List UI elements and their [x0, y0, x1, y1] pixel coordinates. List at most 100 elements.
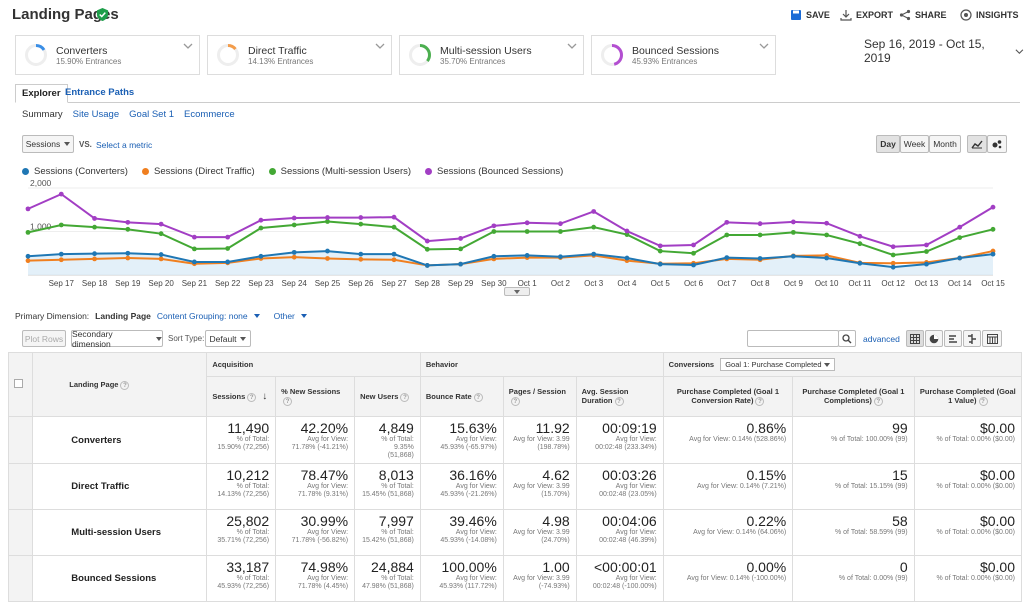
chart-collapse-handle[interactable]: [504, 287, 530, 296]
insights-button[interactable]: INSIGHTS: [960, 9, 1019, 21]
chevron-down-icon[interactable]: [567, 42, 577, 50]
table-row[interactable]: Bounced Sessions 33,187% of Total: 45.93% …: [7, 555, 1023, 602]
data-point[interactable]: [458, 246, 463, 252]
secondary-dimension-select[interactable]: Secondary dimension: [71, 329, 163, 349]
data-point[interactable]: [92, 251, 97, 257]
table-search-input[interactable]: [747, 330, 839, 347]
comparison-view-button[interactable]: [963, 330, 981, 347]
data-point[interactable]: [757, 221, 763, 227]
data-point[interactable]: [291, 254, 297, 260]
share-button[interactable]: SHARE: [899, 9, 947, 21]
table-view-button[interactable]: [906, 330, 924, 347]
performance-view-button[interactable]: [944, 330, 962, 347]
data-point[interactable]: [391, 251, 397, 257]
sort-type-select[interactable]: Default: [205, 330, 251, 347]
data-point[interactable]: [857, 260, 863, 266]
export-button[interactable]: EXPORT: [840, 9, 893, 21]
data-point[interactable]: [325, 256, 330, 261]
chevron-down-icon[interactable]: [183, 42, 193, 50]
data-point[interactable]: [924, 261, 929, 267]
save-button[interactable]: SAVE: [790, 9, 830, 21]
data-point[interactable]: [491, 229, 497, 234]
data-point[interactable]: [790, 253, 796, 259]
plot-rows-button[interactable]: Plot Rows: [22, 330, 66, 347]
data-point[interactable]: [890, 252, 896, 258]
data-point[interactable]: [691, 250, 696, 256]
tab-entrance-paths[interactable]: Entrance Paths: [65, 87, 135, 98]
search-button[interactable]: [838, 330, 856, 347]
pivot-view-button[interactable]: [982, 330, 1002, 347]
column-header[interactable]: Purchase Completed (Goal 1 Conversion Ra…: [662, 376, 794, 417]
data-point[interactable]: [724, 219, 730, 225]
data-point[interactable]: [325, 248, 330, 254]
date-range-picker[interactable]: Sep 16, 2019 - Oct 15, 2019: [864, 37, 1024, 65]
data-point[interactable]: [258, 217, 264, 223]
subtab-site-usage[interactable]: Site Usage: [72, 109, 120, 120]
data-point[interactable]: [358, 256, 364, 262]
data-point[interactable]: [624, 228, 630, 234]
data-point[interactable]: [790, 229, 796, 235]
segment-card-bounced-sessions[interactable]: Bounced Sessions 45.93% Entrances: [591, 35, 776, 75]
data-point[interactable]: [458, 236, 463, 241]
column-header[interactable]: Avg. Session Duration?: [575, 376, 664, 417]
content-grouping-select[interactable]: Content Grouping: none: [156, 311, 248, 321]
data-point[interactable]: [624, 255, 630, 261]
row-label[interactable]: Bounced Sessions: [32, 555, 208, 602]
data-point[interactable]: [92, 224, 97, 230]
data-point[interactable]: [957, 224, 963, 230]
data-point[interactable]: [857, 241, 863, 247]
dimension-landing-page[interactable]: Landing Page: [95, 311, 151, 321]
goal-select[interactable]: Goal 1: Purchase Completed: [720, 358, 835, 371]
data-point[interactable]: [25, 229, 31, 235]
data-point[interactable]: [225, 259, 231, 265]
row-label[interactable]: Converters: [32, 416, 208, 464]
data-point[interactable]: [358, 251, 364, 257]
data-point[interactable]: [591, 209, 597, 214]
data-point[interactable]: [724, 255, 730, 260]
table-row[interactable]: Multi-session Users 25,802% of Total: 35.7…: [7, 509, 1023, 556]
data-point[interactable]: [824, 220, 830, 226]
column-header[interactable]: Purchase Completed (Goal 1 Completions)?: [792, 376, 915, 417]
data-point[interactable]: [757, 256, 763, 261]
chevron-down-icon[interactable]: [375, 42, 385, 50]
data-point[interactable]: [125, 219, 131, 225]
data-point[interactable]: [957, 255, 963, 261]
data-point[interactable]: [158, 252, 164, 257]
data-point[interactable]: [591, 224, 597, 230]
data-point[interactable]: [491, 253, 497, 259]
data-point[interactable]: [524, 220, 530, 226]
data-point[interactable]: [890, 264, 896, 270]
select-all-checkbox[interactable]: [14, 379, 23, 388]
data-point[interactable]: [657, 261, 663, 267]
column-header[interactable]: Pages / Session?: [502, 376, 577, 417]
data-point[interactable]: [25, 206, 31, 212]
data-point[interactable]: [724, 232, 730, 238]
data-point[interactable]: [25, 258, 31, 264]
subtab-ecommerce[interactable]: Ecommerce: [184, 109, 235, 120]
data-point[interactable]: [158, 256, 164, 262]
data-point[interactable]: [458, 261, 463, 267]
landing-page-header[interactable]: Landing Page?: [32, 352, 208, 417]
data-point[interactable]: [125, 255, 131, 261]
data-point[interactable]: [58, 222, 64, 228]
row-label[interactable]: Direct Traffic: [32, 463, 208, 510]
data-point[interactable]: [258, 253, 264, 259]
subtab-goal-set-1[interactable]: Goal Set 1: [129, 109, 175, 120]
data-point[interactable]: [558, 254, 563, 260]
data-point[interactable]: [657, 243, 663, 249]
data-point[interactable]: [990, 204, 996, 210]
line-chart-button[interactable]: [967, 135, 987, 153]
data-point[interactable]: [25, 253, 31, 259]
data-point[interactable]: [391, 224, 397, 230]
column-header[interactable]: Bounce Rate?: [419, 376, 504, 417]
segment-card-multi-session-users[interactable]: Multi-session Users 35.70% Entrances: [399, 35, 584, 75]
tab-explorer[interactable]: Explorer: [15, 84, 68, 103]
column-header[interactable]: New Users?: [354, 376, 421, 417]
segment-card-direct-traffic[interactable]: Direct Traffic 14.13% Entrances: [207, 35, 392, 75]
data-point[interactable]: [957, 235, 963, 240]
data-point[interactable]: [824, 232, 830, 238]
data-point[interactable]: [691, 262, 696, 268]
data-point[interactable]: [424, 263, 430, 268]
data-point[interactable]: [358, 215, 364, 220]
data-point[interactable]: [58, 191, 64, 197]
